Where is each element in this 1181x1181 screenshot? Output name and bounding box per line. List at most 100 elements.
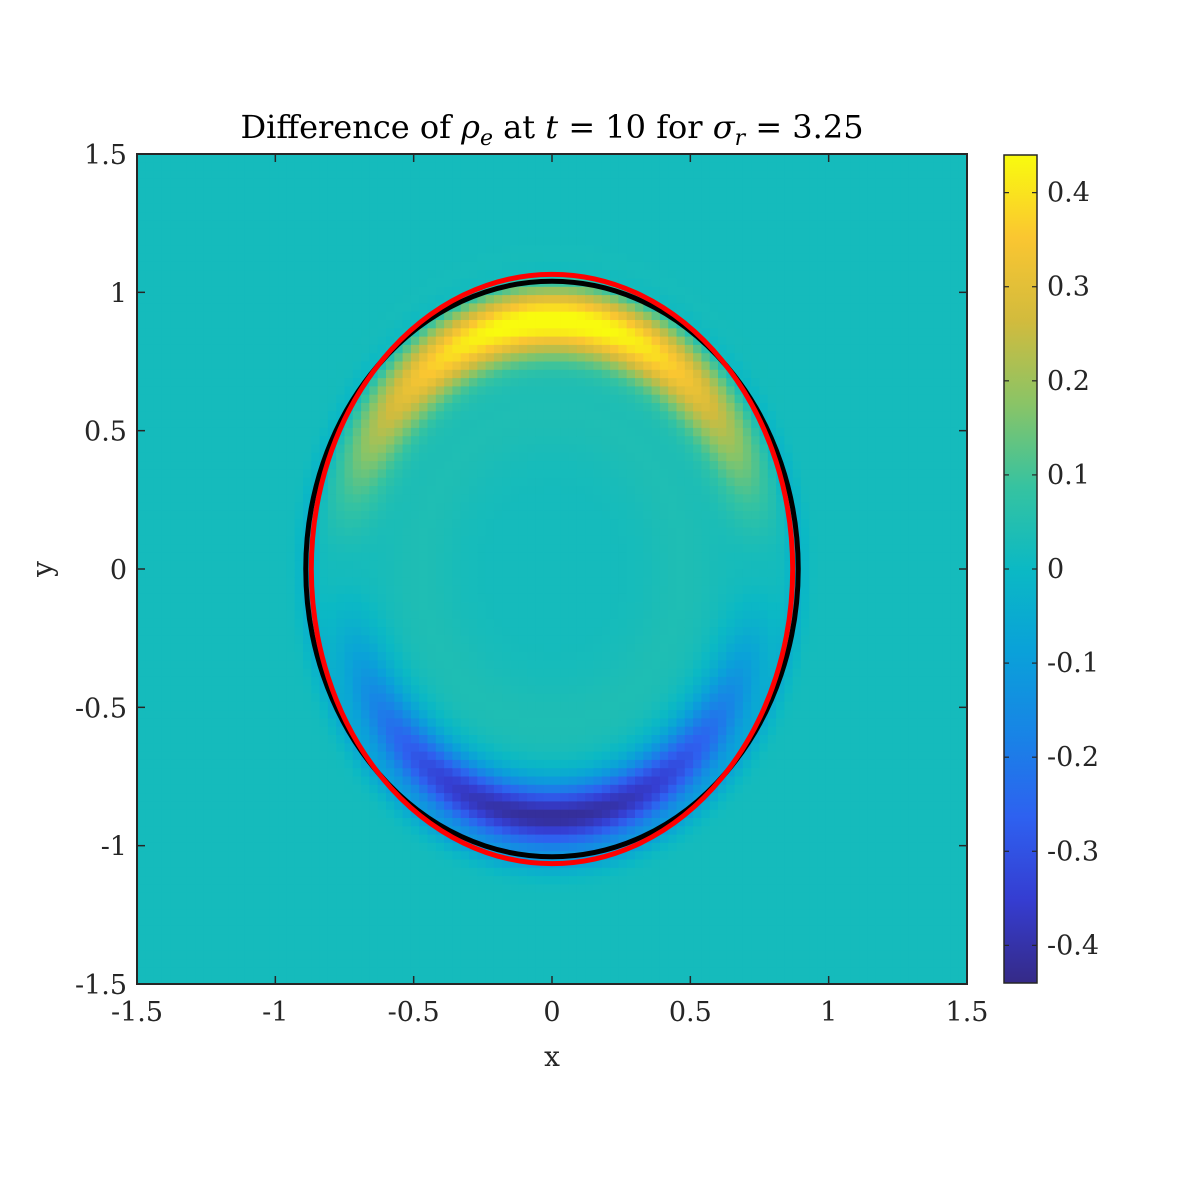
heatmap-cell	[228, 618, 238, 628]
heatmap-cell	[386, 884, 395, 894]
heatmap-cell	[344, 369, 354, 379]
heatmap-cell	[253, 610, 263, 620]
heatmap-cell	[178, 884, 188, 894]
heatmap-cell	[510, 718, 520, 728]
heatmap-cell	[278, 801, 287, 811]
heatmap-cell	[269, 967, 279, 977]
heatmap-cell	[253, 328, 263, 338]
heatmap-cell	[303, 668, 312, 678]
heatmap-cell	[535, 494, 545, 504]
heatmap-cell	[327, 486, 337, 495]
heatmap-cell	[145, 726, 155, 736]
heatmap-cell	[319, 162, 329, 172]
heatmap-cell	[161, 643, 171, 653]
heatmap-cell	[319, 220, 329, 230]
heatmap-cell	[303, 917, 312, 927]
heatmap-cell	[228, 245, 238, 255]
heatmap-cell	[410, 452, 420, 462]
heatmap-cell	[236, 577, 246, 587]
heatmap-cell	[319, 203, 329, 213]
heatmap-cell	[253, 427, 263, 437]
heatmap-cell	[137, 261, 146, 271]
heatmap-cell	[369, 685, 379, 695]
heatmap-cell	[369, 295, 379, 304]
heatmap-cell	[244, 436, 254, 446]
heatmap-cell	[402, 842, 412, 852]
heatmap-cell	[170, 336, 180, 346]
heatmap-cell	[344, 477, 354, 487]
heatmap-cell	[244, 311, 254, 321]
heatmap-cell	[419, 942, 429, 952]
heatmap-cell	[485, 386, 495, 396]
heatmap-cell	[535, 203, 545, 213]
heatmap-cell	[170, 311, 180, 321]
heatmap-cell	[236, 361, 246, 371]
heatmap-cell	[236, 793, 246, 802]
heatmap-cell	[527, 187, 536, 197]
heatmap-cell	[377, 253, 387, 263]
heatmap-cell	[186, 270, 196, 280]
heatmap-cell	[278, 560, 287, 570]
heatmap-cell	[452, 901, 462, 910]
heatmap-cell	[220, 303, 229, 313]
heatmap-cell	[518, 411, 528, 421]
heatmap-cell	[228, 154, 238, 163]
heatmap-cell	[469, 635, 478, 645]
heatmap-cell	[419, 892, 429, 902]
heatmap-cell	[460, 668, 470, 678]
heatmap-cell	[186, 344, 196, 354]
heatmap-cell	[269, 253, 279, 263]
title-rho-subscript: e	[480, 126, 493, 151]
heatmap-cell	[170, 486, 180, 495]
heatmap-cell	[386, 552, 395, 562]
heatmap-cell	[394, 610, 404, 620]
heatmap-cell	[477, 743, 487, 753]
heatmap-cell	[361, 627, 370, 636]
heatmap-cell	[352, 311, 362, 321]
heatmap-cell	[361, 602, 370, 612]
heatmap-cell	[203, 328, 213, 338]
heatmap-cell	[369, 768, 379, 778]
heatmap-cell	[518, 685, 528, 695]
heatmap-cell	[493, 519, 503, 529]
heatmap-cell	[377, 627, 387, 636]
heatmap-cell	[410, 867, 420, 877]
heatmap-cell	[153, 660, 163, 670]
heatmap-cell	[278, 892, 287, 902]
heatmap-cell	[294, 685, 304, 695]
heatmap-cell	[327, 369, 337, 379]
heatmap-cell	[510, 411, 520, 421]
heatmap-cell	[386, 162, 395, 172]
heatmap-cell	[186, 867, 196, 877]
heatmap-cell	[269, 544, 279, 553]
heatmap-cell	[161, 685, 171, 695]
heatmap-cell	[444, 975, 453, 984]
heatmap-cell	[477, 934, 487, 944]
heatmap-cell	[527, 411, 536, 421]
heatmap-cell	[178, 726, 188, 736]
heatmap-cell	[137, 220, 146, 230]
heatmap-cell	[211, 710, 221, 719]
heatmap-cell	[527, 627, 536, 636]
heatmap-cell	[303, 187, 312, 197]
heatmap-cell	[170, 353, 180, 363]
heatmap-cell	[394, 826, 404, 836]
heatmap-cell	[294, 884, 304, 894]
heatmap-cell	[402, 295, 412, 304]
heatmap-cell	[203, 668, 213, 678]
heatmap-cell	[211, 303, 221, 313]
heatmap-cell	[220, 967, 229, 977]
heatmap-cell	[469, 303, 478, 313]
heatmap-cell	[161, 220, 171, 230]
heatmap-cell	[460, 751, 470, 761]
heatmap-cell	[269, 851, 279, 861]
heatmap-cell	[178, 427, 188, 437]
heatmap-cell	[535, 610, 545, 620]
heatmap-cell	[344, 544, 354, 553]
heatmap-cell	[220, 892, 229, 902]
heatmap-cell	[493, 527, 503, 537]
heatmap-cell	[211, 544, 221, 553]
heatmap-cell	[153, 519, 163, 529]
heatmap-cell	[303, 842, 312, 852]
heatmap-cell	[410, 718, 420, 728]
